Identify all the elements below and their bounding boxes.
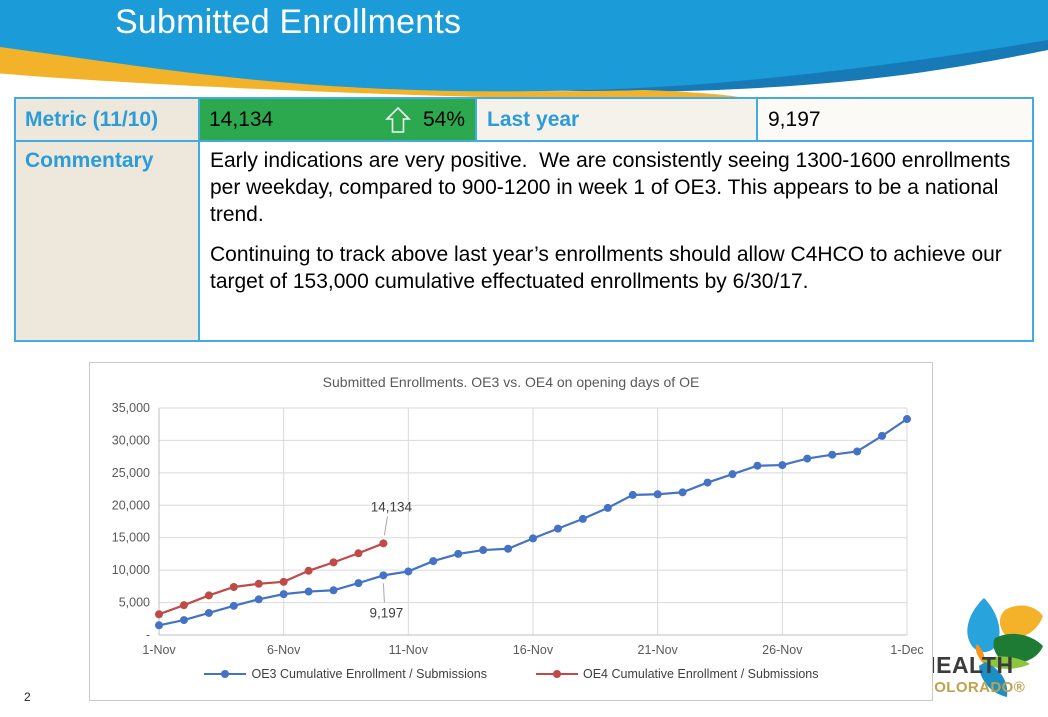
svg-text:14,134: 14,134 [371,499,413,514]
slide-header: Submitted Enrollments [0,0,1048,100]
last-year-label-cell: Last year [477,99,758,142]
legend-item-oe4: OE4 Cumulative Enrollment / Submissions [535,667,819,681]
svg-text:21-Nov: 21-Nov [638,643,679,657]
commentary-cell: Early indications are very positive. We … [200,142,1032,340]
page-number: 2 [24,690,31,704]
svg-text:26-Nov: 26-Nov [762,643,803,657]
commentary-paragraph: Continuing to track above last year’s en… [210,243,1008,293]
oe3-line-swatch [204,670,247,678]
commentary-paragraph: Early indications are very positive. We … [210,149,1017,226]
c4hco-logo: HEALTH COLORADO® [905,596,1048,708]
enrollment-chart: - 5,000 10,000 15,000 20,000 25,000 30,000 35,0… [89,362,933,701]
legend-label-oe3: OE3 Cumulative Enrollment / Submissions [251,667,487,681]
svg-text:15,000: 15,000 [112,531,150,545]
svg-text:20,000: 20,000 [112,498,150,512]
header-swoosh-graphic [0,0,1048,100]
logo-leaf-icon [967,598,1043,697]
logo-colorado-text: COLORADO® [923,679,1026,696]
metric-change: 54% [422,107,465,131]
oe4-line-swatch [536,670,578,678]
up-arrow-icon [385,106,411,133]
metric-label-cell: Metric (11/10) [16,99,200,142]
svg-text:35,000: 35,000 [112,401,150,415]
legend-item-oe3: OE3 Cumulative Enrollment / Submissions [203,667,487,681]
svg-text:30,000: 30,000 [112,433,150,447]
svg-text:11-Nov: 11-Nov [389,643,429,657]
svg-text:16-Nov: 16-Nov [513,643,554,657]
svg-text:25,000: 25,000 [112,466,150,480]
metric-value: 14,134 [209,107,274,131]
chart-canvas: - 5,000 10,000 15,000 20,000 25,000 30,000 35,0… [112,401,924,657]
commentary-label-cell: Commentary [16,142,200,340]
svg-text:-: - [146,628,150,642]
logo-health-text: HEALTH [919,652,1014,678]
legend-label-oe4: OE4 Cumulative Enrollment / Submissions [583,667,819,681]
metric-value-cell: 14,134 54% [200,99,477,142]
svg-text:5,000: 5,000 [119,596,150,610]
svg-text:1-Dec: 1-Dec [890,643,923,657]
svg-text:6-Nov: 6-Nov [267,643,301,657]
svg-text:9,197: 9,197 [370,605,404,620]
svg-text:10,000: 10,000 [112,563,150,577]
svg-text:1-Nov: 1-Nov [142,643,176,657]
last-year-value-cell: 9,197 [758,99,1032,142]
page-title: Submitted Enrollments [115,3,462,41]
metric-table: Metric (11/10) 14,134 54% Last year 9,19… [14,97,1034,342]
chart-title: Submitted Enrollments. OE3 vs. OE4 on op… [322,374,700,390]
chart-legend: OE3 Cumulative Enrollment / Submissions … [90,667,932,681]
